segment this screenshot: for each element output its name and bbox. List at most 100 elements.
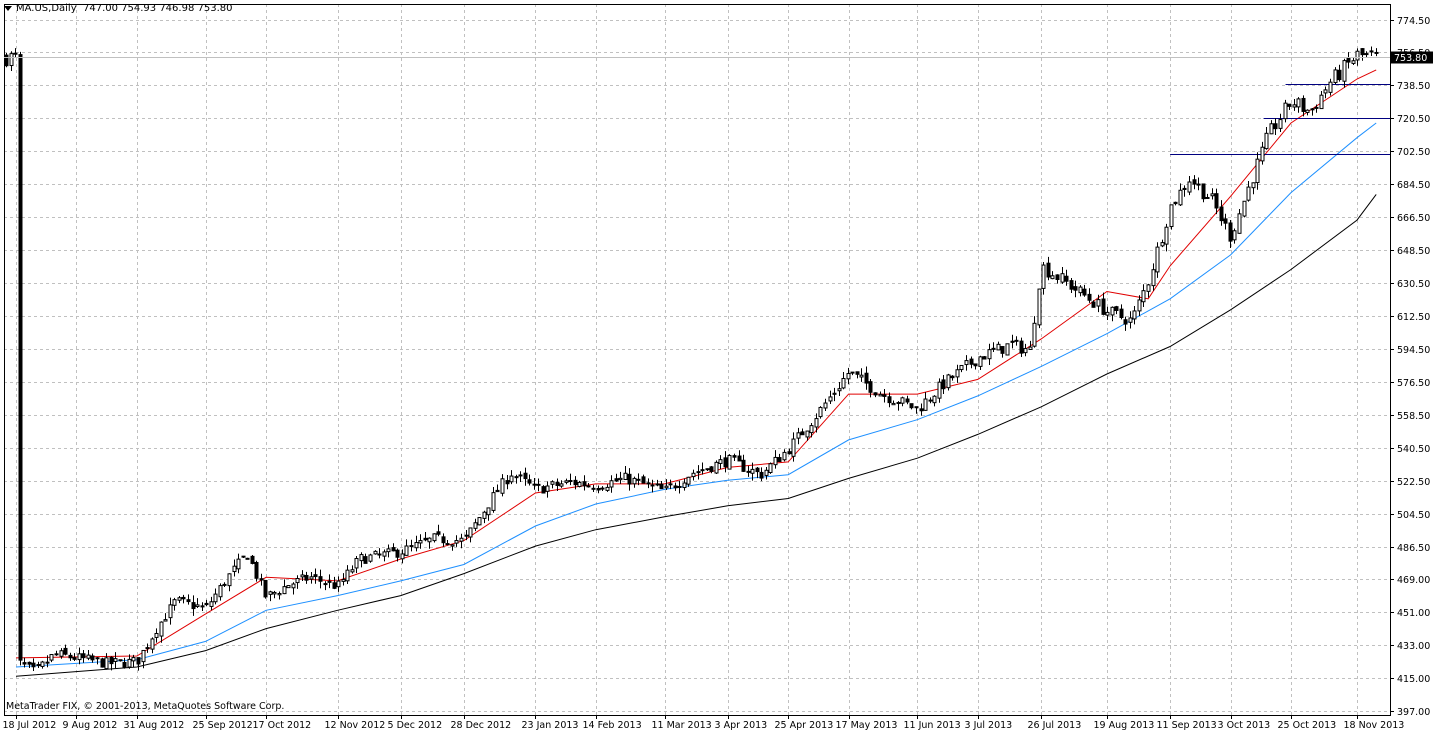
candle-body: [341, 579, 346, 582]
x-tick-label: 3 Apr 2013: [715, 720, 768, 731]
candle-body: [655, 483, 660, 486]
candle-body: [1187, 181, 1192, 193]
candle-body: [186, 599, 191, 603]
candle-body: [72, 657, 77, 660]
candle-body: [787, 451, 792, 455]
candle-body: [1342, 60, 1347, 82]
candle-body: [118, 659, 123, 662]
candle-body: [887, 396, 892, 404]
candle-body: [377, 553, 382, 556]
candle-body: [605, 486, 610, 491]
candle-body: [1010, 340, 1015, 343]
candle-body: [1119, 308, 1124, 319]
candle-body: [682, 482, 687, 489]
candle-body: [573, 479, 578, 486]
candle-body: [1337, 69, 1342, 81]
candle-body: [896, 402, 901, 405]
copyright-text: MetaTrader FIX, © 2001-2013, MetaQuotes …: [6, 701, 285, 712]
y-tick-label: 415.00: [1397, 674, 1430, 685]
candle-body: [1128, 317, 1133, 323]
candle-body: [846, 373, 851, 380]
y-tick-label: 594.50: [1397, 345, 1430, 356]
candle-body: [914, 406, 919, 409]
candle-body: [354, 558, 359, 569]
y-tick-label: 486.50: [1397, 543, 1430, 554]
candle-body: [445, 543, 450, 546]
candle-body: [423, 537, 428, 541]
candle-body: [286, 585, 291, 589]
candle-body: [468, 527, 473, 538]
candle-body: [1305, 109, 1310, 113]
x-tick-label: 9 Aug 2012: [63, 720, 118, 731]
candle-body: [150, 638, 155, 650]
candle-body: [141, 649, 146, 663]
candle-body: [978, 356, 983, 367]
x-tick-label: 28 Dec 2012: [451, 720, 512, 731]
candle-body: [1023, 348, 1028, 354]
y-tick-label: 522.50: [1397, 477, 1430, 488]
candle-body: [195, 604, 200, 608]
candle-body: [523, 472, 528, 480]
candle-body: [336, 580, 341, 588]
candle-body: [1319, 94, 1324, 110]
candle-body: [591, 487, 596, 490]
candle-body: [1251, 182, 1256, 189]
candle-body: [545, 485, 550, 492]
y-tick-label: 540.50: [1397, 444, 1430, 455]
candle-body: [95, 657, 100, 660]
dropdown-arrow-icon[interactable]: [4, 5, 12, 11]
candle-body: [350, 569, 355, 573]
candle-body: [181, 596, 186, 600]
candle-body: [782, 451, 787, 461]
candle-body: [145, 647, 150, 650]
candle-body: [946, 374, 951, 389]
candle-body: [382, 551, 387, 557]
candle-body: [796, 432, 801, 439]
candle-body: [1164, 226, 1169, 245]
candle-body: [386, 548, 391, 553]
candle-body: [104, 657, 109, 670]
candle-body: [1132, 310, 1137, 320]
y-tick-label: 720.50: [1397, 114, 1430, 125]
candle-body: [36, 664, 41, 667]
candle-body: [418, 540, 423, 544]
candle-body: [373, 550, 378, 555]
candle-body: [1060, 273, 1065, 283]
symbol-label: MA.US,Daily: [16, 3, 77, 14]
candle-body: [59, 650, 64, 657]
candle-body: [668, 483, 673, 486]
candle-body: [482, 511, 487, 519]
candle-body: [623, 472, 628, 480]
y-tick-label: 702.50: [1397, 147, 1430, 158]
y-tick-label: 774.50: [1397, 16, 1430, 27]
candle-body: [13, 52, 18, 55]
candle-body: [218, 585, 223, 598]
candle-body: [404, 545, 409, 556]
candle-body: [1264, 132, 1269, 150]
candle-body: [909, 403, 914, 409]
candle-body: [1091, 301, 1096, 308]
x-tick-label: 23 Jan 2013: [522, 720, 579, 731]
candle-body: [1146, 284, 1151, 292]
candle-body: [937, 381, 942, 399]
candle-body: [768, 463, 773, 473]
candle-body: [1078, 286, 1083, 294]
candle-body: [391, 547, 396, 552]
candle-body: [1323, 89, 1328, 94]
candle-body: [700, 469, 705, 472]
candle-body: [641, 476, 646, 484]
candle-body: [559, 483, 564, 487]
candle-body: [609, 480, 614, 488]
candle-body: [109, 656, 114, 665]
candle-body: [905, 398, 910, 403]
candle-body: [959, 364, 964, 371]
y-tick-label: 433.00: [1397, 641, 1430, 652]
candle-body: [746, 470, 751, 473]
candle-body: [673, 485, 678, 489]
candle-body: [837, 388, 842, 392]
candle-body: [200, 605, 205, 608]
x-tick-label: 19 Aug 2013: [1094, 720, 1155, 731]
candle-body: [323, 583, 328, 586]
